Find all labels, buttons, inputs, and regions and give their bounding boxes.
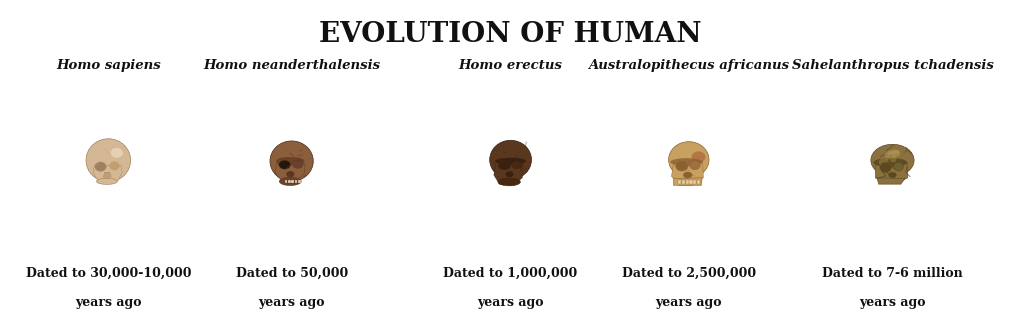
- Ellipse shape: [279, 160, 291, 169]
- Ellipse shape: [885, 152, 890, 160]
- Polygon shape: [877, 178, 905, 184]
- Bar: [284, 180, 287, 183]
- Text: years ago: years ago: [859, 296, 926, 309]
- Ellipse shape: [670, 159, 703, 165]
- Text: years ago: years ago: [75, 296, 141, 309]
- Ellipse shape: [690, 161, 700, 170]
- Ellipse shape: [889, 150, 899, 154]
- Ellipse shape: [890, 155, 896, 162]
- Ellipse shape: [293, 160, 303, 168]
- Text: Dated to 7-6 million: Dated to 7-6 million: [822, 267, 963, 280]
- Polygon shape: [671, 162, 703, 185]
- Polygon shape: [93, 165, 123, 183]
- Ellipse shape: [505, 171, 514, 177]
- Text: Australopithecus africanus: Australopithecus africanus: [588, 59, 790, 72]
- Ellipse shape: [879, 158, 889, 166]
- Polygon shape: [673, 178, 702, 185]
- Ellipse shape: [490, 140, 532, 179]
- Bar: [694, 180, 697, 184]
- Ellipse shape: [86, 139, 131, 182]
- Ellipse shape: [512, 161, 522, 169]
- Text: Dated to 50,000: Dated to 50,000: [235, 267, 348, 280]
- Text: Sahelanthropus tchadensis: Sahelanthropus tchadensis: [792, 59, 993, 72]
- Ellipse shape: [891, 150, 900, 157]
- Ellipse shape: [669, 142, 709, 178]
- Bar: [295, 180, 298, 183]
- Ellipse shape: [871, 144, 915, 176]
- Text: years ago: years ago: [478, 296, 544, 309]
- Ellipse shape: [874, 158, 907, 167]
- Ellipse shape: [286, 171, 295, 177]
- Ellipse shape: [276, 157, 304, 165]
- Ellipse shape: [279, 177, 301, 186]
- Ellipse shape: [95, 162, 106, 172]
- Ellipse shape: [692, 151, 706, 162]
- Ellipse shape: [498, 161, 510, 170]
- Ellipse shape: [96, 178, 118, 184]
- Ellipse shape: [109, 162, 120, 170]
- Polygon shape: [876, 162, 907, 183]
- Bar: [298, 180, 301, 183]
- Text: Homo neanderthalensis: Homo neanderthalensis: [204, 59, 381, 72]
- Bar: [697, 180, 700, 184]
- Text: years ago: years ago: [259, 296, 325, 309]
- Text: Dated to 1,000,000: Dated to 1,000,000: [443, 267, 578, 280]
- Polygon shape: [275, 164, 305, 183]
- Polygon shape: [103, 172, 112, 178]
- Bar: [682, 180, 685, 184]
- Ellipse shape: [894, 162, 903, 171]
- Polygon shape: [494, 162, 523, 185]
- Bar: [690, 180, 693, 184]
- Text: Homo erectus: Homo erectus: [458, 59, 563, 72]
- Ellipse shape: [683, 172, 693, 178]
- Ellipse shape: [495, 158, 526, 164]
- Ellipse shape: [498, 178, 521, 186]
- Text: EVOLUTION OF HUMAN: EVOLUTION OF HUMAN: [319, 21, 702, 48]
- Bar: [288, 180, 291, 183]
- Bar: [292, 180, 294, 183]
- Text: Homo sapiens: Homo sapiens: [56, 59, 161, 72]
- Ellipse shape: [675, 161, 688, 171]
- Ellipse shape: [889, 172, 896, 178]
- Ellipse shape: [888, 150, 892, 156]
- Text: Dated to 30,000-10,000: Dated to 30,000-10,000: [26, 267, 191, 280]
- Ellipse shape: [270, 141, 313, 181]
- Bar: [678, 180, 681, 184]
- Ellipse shape: [110, 148, 123, 158]
- Text: years ago: years ago: [656, 296, 722, 309]
- Bar: [685, 180, 688, 184]
- Text: Dated to 2,500,000: Dated to 2,500,000: [622, 267, 756, 280]
- Ellipse shape: [880, 162, 891, 173]
